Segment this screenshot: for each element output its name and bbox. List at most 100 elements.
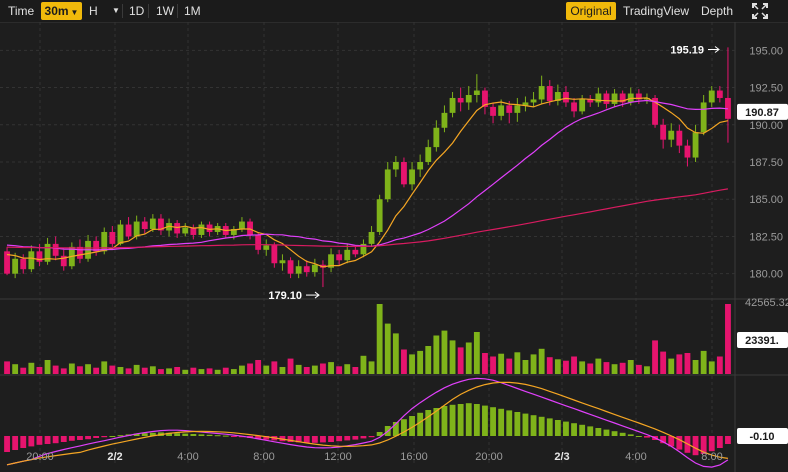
volume-last-box — [737, 332, 788, 348]
macd-bar — [93, 436, 100, 438]
candle-up — [441, 112, 448, 128]
volume-bar — [4, 361, 10, 374]
candle-up — [295, 266, 302, 274]
macd-bar — [320, 436, 326, 443]
time-tick-label: 8:00 — [253, 451, 274, 463]
axes: 195.00 192.50 190.00 187.50 185.00 182.50 180.… — [26, 45, 783, 463]
macd-bar — [77, 436, 83, 440]
interval-1w-button[interactable]: 1W — [156, 4, 174, 18]
macd-bar — [295, 436, 302, 443]
candle-up — [28, 251, 35, 270]
macd-bar — [28, 436, 35, 447]
macd-bar — [538, 416, 545, 436]
volume-bar — [546, 357, 553, 374]
volume-bar — [295, 364, 302, 374]
candle-down — [401, 162, 407, 185]
candlestick-chart[interactable]: 195.00 192.50 190.00 187.50 185.00 182.50 180.… — [0, 22, 788, 472]
price-tick-label: 190.00 — [749, 120, 783, 132]
volume-bar — [465, 342, 472, 374]
volume-bar — [20, 367, 27, 374]
candle-up — [344, 249, 351, 261]
candle-down — [457, 97, 464, 103]
macd-bar — [198, 434, 205, 436]
macd-bar — [60, 436, 67, 442]
macd-bar — [716, 436, 723, 448]
macd-bar — [490, 407, 496, 436]
volume-bar — [263, 365, 270, 374]
view-tradingview-button[interactable]: TradingView — [623, 4, 690, 18]
candle-down — [255, 234, 262, 250]
macd-bar — [514, 412, 521, 436]
candle-down — [482, 90, 488, 107]
volume-bar — [247, 363, 253, 374]
candle-up — [425, 147, 432, 162]
macd-bar — [595, 428, 602, 436]
interval-1d-button[interactable]: 1D — [129, 4, 145, 18]
candle-up — [360, 243, 367, 255]
interval-hour-label: H — [89, 4, 98, 18]
macd-bar — [465, 403, 472, 436]
volume-last-label: 23391. — [745, 335, 779, 347]
candle-up — [230, 229, 237, 235]
macd-dea-line — [6, 381, 728, 466]
volume-bar — [328, 362, 334, 374]
candle-up — [117, 224, 124, 244]
interval-1m-button[interactable]: 1M — [184, 4, 201, 18]
macd-bar — [255, 436, 262, 439]
candle-up — [579, 99, 586, 112]
high-arrow-head — [714, 46, 720, 53]
candles — [4, 47, 731, 288]
macd-bar — [52, 436, 59, 444]
interval-30m-button[interactable]: 30m ▼ — [41, 2, 82, 20]
macd-bar — [692, 436, 699, 456]
macd-bar — [311, 436, 318, 443]
volume-bar — [174, 367, 181, 374]
candle-down — [676, 130, 683, 146]
time-tick-label: 16:00 — [400, 451, 428, 463]
candle-down — [716, 90, 723, 98]
macd-bar — [441, 406, 448, 436]
macd-bar — [603, 429, 610, 436]
volume-bar — [684, 353, 691, 374]
macd-bar — [571, 423, 577, 436]
view-depth-button[interactable]: Depth — [701, 4, 734, 18]
volume-bar — [563, 360, 569, 374]
volume-bar — [214, 369, 221, 374]
candle-up — [12, 258, 19, 274]
macd-bar — [457, 404, 464, 436]
macd-bar — [506, 410, 513, 436]
hour-dropdown-caret-icon[interactable]: ▼ — [112, 6, 120, 15]
candle-up — [522, 102, 529, 106]
view-original-button[interactable]: Original — [566, 2, 616, 20]
candle-up — [133, 221, 140, 237]
volume-bar — [417, 350, 424, 374]
macd-bar — [433, 408, 440, 436]
candle-down — [506, 105, 513, 113]
volume-bar — [522, 360, 529, 374]
volume-bar — [425, 346, 432, 374]
volume-bar — [376, 304, 383, 374]
interval-hour-button[interactable]: H — [89, 2, 98, 20]
candle-up — [409, 169, 415, 185]
candle-down — [141, 221, 148, 229]
candle-down — [619, 93, 626, 103]
candle-down — [52, 243, 59, 256]
macd-dif-line — [6, 377, 729, 468]
volume-bar — [206, 368, 213, 374]
candle-up — [700, 102, 707, 133]
chart-toolbar: Time 30m ▼ H ▼ 1D 1W 1M Original TradingV… — [0, 0, 788, 23]
macd-bar — [68, 436, 75, 441]
macd-bar — [409, 416, 415, 436]
fullscreen-expand-icon[interactable] — [752, 3, 768, 19]
volume-bar — [44, 360, 51, 374]
candle-up — [182, 227, 189, 234]
candle-down — [36, 251, 43, 262]
low-price-label: 179.10 — [268, 290, 302, 302]
toolbar-divider — [177, 4, 178, 18]
candle-up — [554, 92, 561, 101]
volume-bar — [117, 367, 124, 374]
volume-bar — [182, 369, 189, 374]
price-tick-label: 192.50 — [749, 83, 783, 95]
candle-up — [263, 245, 270, 250]
volume-bar — [498, 353, 505, 374]
